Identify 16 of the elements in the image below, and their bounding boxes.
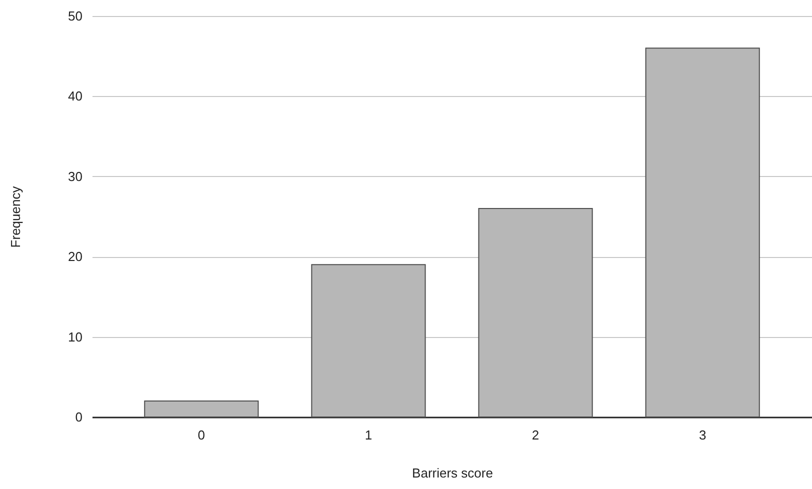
- x-tick-label: 1: [364, 428, 372, 442]
- bar: [645, 48, 760, 418]
- y-tick-label: 40: [68, 88, 82, 104]
- y-tick-label: 0: [75, 410, 82, 424]
- y-tick-label: 30: [68, 168, 82, 184]
- bar: [311, 264, 426, 418]
- x-tick-label: 3: [698, 428, 706, 442]
- x-axis-title: Barriers score: [412, 466, 493, 480]
- y-tick-label: 10: [68, 329, 82, 344]
- x-tick-label: 2: [532, 428, 540, 442]
- y-axis-title: Frequency: [8, 186, 24, 248]
- y-tick-label: 20: [68, 249, 82, 264]
- bar: [144, 400, 259, 418]
- x-tick-label: 0: [198, 428, 206, 442]
- bar: [478, 208, 593, 418]
- y-tick-label: 50: [68, 8, 82, 24]
